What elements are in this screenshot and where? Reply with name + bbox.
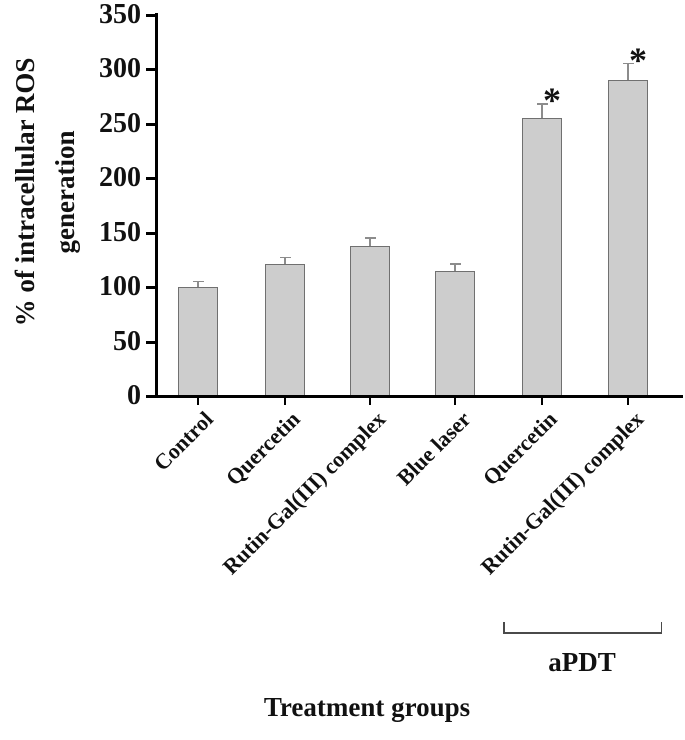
y-tick-label-300: 300 — [99, 53, 141, 84]
error-bar-cap-1 — [279, 256, 291, 259]
x-tick-label-text-2: Rutin-Gal(III) complex — [217, 406, 390, 580]
y-tick-label-100: 100 — [99, 271, 141, 302]
error-bar-1 — [284, 257, 286, 265]
bar-5 — [608, 79, 648, 398]
error-bar-cap-3 — [449, 263, 461, 265]
bar-1 — [265, 264, 305, 398]
x-tick-3 — [453, 398, 457, 405]
y-tick-150 — [146, 231, 155, 235]
x-tick-label-text-0: Control — [148, 406, 218, 476]
y-tick-250 — [146, 122, 155, 126]
y-tick-0 — [146, 395, 155, 398]
bar-2 — [350, 245, 390, 398]
error-bar-cap-4 — [536, 103, 548, 105]
x-tick-label-text-1: Quercetin — [221, 406, 305, 491]
y-tick-50 — [146, 340, 155, 344]
y-axis-title: % of intracellular ROS generation — [5, 32, 85, 352]
error-bar-cap-0 — [192, 280, 204, 283]
x-tick-1 — [283, 398, 287, 405]
y-axis-title-line-2: generation — [50, 130, 80, 254]
apdt-bracket-right-end — [660, 622, 662, 633]
y-tick-label-250: 250 — [99, 107, 141, 139]
error-bar-2 — [369, 237, 371, 246]
bar-4 — [522, 118, 562, 398]
bar-0 — [178, 287, 218, 398]
x-axis-line — [155, 395, 683, 398]
y-tick-label-200: 200 — [99, 162, 141, 193]
error-bar-0 — [197, 281, 199, 287]
x-tick-2 — [368, 398, 372, 405]
y-tick-350 — [146, 13, 155, 17]
y-tick-300 — [146, 68, 155, 71]
significance-asterisk-5: * — [629, 39, 647, 80]
x-tick-0 — [196, 398, 200, 405]
error-bar-cap-5 — [622, 62, 634, 65]
x-tick-label-text-4: Quercetin — [478, 406, 562, 491]
bar-3 — [435, 270, 475, 398]
apdt-group-label: aPDT — [548, 647, 616, 677]
error-bar-5 — [627, 63, 629, 80]
significance-asterisk-4: * — [543, 79, 561, 120]
y-axis-line — [155, 13, 158, 398]
y-tick-label-50: 50 — [113, 325, 141, 357]
error-bar-4 — [541, 103, 543, 119]
apdt-bracket-line — [503, 632, 662, 634]
y-tick-label-150: 150 — [99, 216, 141, 248]
y-axis-title-line-1: % of intracellular ROS — [10, 57, 40, 327]
x-axis-title: Treatment groups — [263, 692, 471, 722]
error-bar-3 — [454, 264, 456, 271]
y-tick-200 — [146, 177, 155, 180]
y-tick-100 — [146, 286, 155, 289]
y-tick-label-350: 350 — [99, 0, 141, 30]
y-tick-label-0: 0 — [127, 380, 141, 411]
error-bar-cap-2 — [364, 237, 376, 239]
x-tick-4 — [540, 398, 544, 405]
x-tick-label-text-3: Blue laser — [391, 406, 475, 491]
apdt-bracket-left-end — [503, 622, 505, 633]
x-tick-5 — [626, 398, 630, 405]
x-tick-label-text-5: Rutin-Gal(III) complex — [475, 406, 648, 580]
